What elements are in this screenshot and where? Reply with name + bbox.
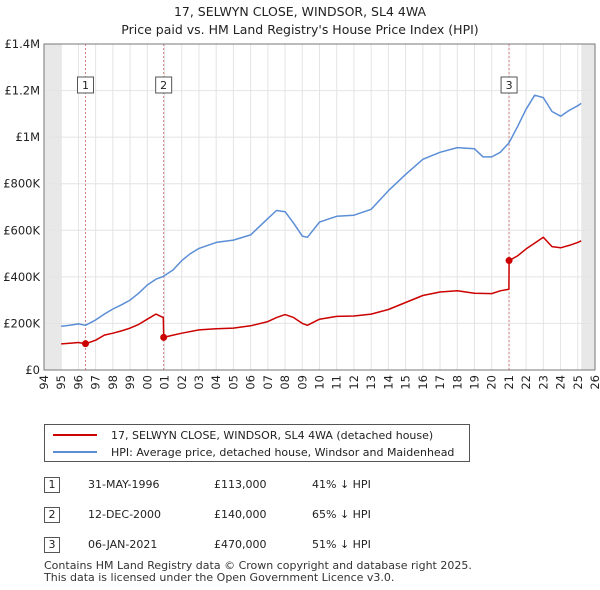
no-data-region-right [581,44,595,370]
x-tick-label: 2025 [571,375,585,390]
transaction-row: 2 12-DEC-2000 £140,000 65% ↓ HPI [0,506,600,528]
legend-swatch-property [53,434,97,436]
series-line-hpi [61,94,582,327]
legend-swatch-hpi [53,451,97,453]
y-tick-label: £1.2M [4,84,40,98]
x-tick-label: 2000 [140,375,154,390]
transaction-number: 1 [44,477,60,493]
legend-label-property: 17, SELWYN CLOSE, WINDSOR, SL4 4WA (deta… [111,428,434,442]
x-tick-label: 2017 [433,375,447,390]
transaction-date: 31-MAY-1996 [88,478,160,491]
chart-title: 17, SELWYN CLOSE, WINDSOR, SL4 4WA [174,4,427,19]
x-tick-label: 2023 [536,375,550,390]
x-tick-label: 2012 [347,375,361,390]
transaction-date: 12-DEC-2000 [88,508,162,521]
transaction-number: 3 [44,537,60,553]
x-tick-label: 2014 [381,375,395,390]
y-tick-label: £1M [15,130,40,144]
x-tick-label: 2020 [485,375,499,390]
x-tick-label: 2009 [295,375,309,390]
transaction-price: £140,000 [214,508,267,521]
sale-label-box [500,76,518,94]
x-tick-label: 2004 [209,375,223,390]
legend: 17, SELWYN CLOSE, WINDSOR, SL4 4WA (deta… [44,424,470,462]
sale-label: 2 [160,79,167,92]
x-tick-label: 2019 [467,375,481,390]
x-tick-label: 1996 [71,375,85,390]
x-tick-label: 1997 [89,375,103,390]
x-tick-label: 2006 [244,375,258,390]
x-tick-label: 2001 [158,375,172,390]
legend-item-hpi: HPI: Average price, detached house, Wind… [45,444,454,460]
sale-point [505,257,513,265]
x-tick-label: 1999 [123,375,137,390]
transaction-hpi-diff: 41% ↓ HPI [312,478,371,491]
x-tick-label: 2021 [502,375,516,390]
x-tick-label: 1998 [106,375,120,390]
legend-label-hpi: HPI: Average price, detached house, Wind… [111,445,455,459]
transaction-number: 2 [44,507,60,523]
x-tick-label: 1995 [54,375,68,390]
x-tick-label: 2011 [330,375,344,390]
x-tick-label: 2010 [313,375,327,390]
y-tick-label: £1.4M [4,37,40,51]
x-tick-label: 1994 [37,375,51,390]
sale-label: 3 [506,79,513,92]
price-chart: 17, SELWYN CLOSE, WINDSOR, SL4 4WA Price… [3,4,600,390]
x-tick-label: 2008 [278,375,292,390]
y-tick-label: £800K [3,177,40,191]
x-tick-label: 2024 [554,375,568,390]
transaction-price: £470,000 [214,538,267,551]
chart-subtitle: Price paid vs. HM Land Registry's House … [121,22,478,37]
sale-label-box [155,76,173,94]
x-tick-label: 2013 [364,375,378,390]
transaction-date: 06-JAN-2021 [88,538,158,551]
legend-item-property: 17, SELWYN CLOSE, WINDSOR, SL4 4WA (deta… [45,427,433,443]
sale-label: 1 [82,79,89,92]
x-tick-label: 2003 [192,375,206,390]
transaction-hpi-diff: 65% ↓ HPI [312,508,371,521]
y-tick-label: £600K [3,223,40,237]
transaction-hpi-diff: 51% ↓ HPI [312,538,371,551]
y-tick-label: £200K [3,316,40,330]
x-tick-label: 2002 [175,375,189,390]
transaction-row: 1 31-MAY-1996 £113,000 41% ↓ HPI [0,476,600,498]
x-tick-label: 2022 [519,375,533,390]
x-tick-label: 2005 [226,375,240,390]
footer-line-copyright: Contains HM Land Registry data © Crown c… [44,559,472,572]
sale-label-box [76,76,94,94]
sale-point [81,340,89,348]
no-data-region-left [44,44,62,370]
x-tick-label: 2016 [416,375,430,390]
x-tick-label: 2015 [399,375,413,390]
x-tick-label: 2018 [450,375,464,390]
x-tick-label: 2007 [261,375,275,390]
sale-point [160,333,168,341]
y-tick-label: £0 [25,363,40,377]
plot-frame [43,43,596,371]
series-line-property [61,236,582,345]
footer: Contains HM Land Registry data © Crown c… [44,560,472,584]
y-tick-label: £400K [3,270,40,284]
footer-line-licence: This data is licensed under the Open Gov… [44,571,395,584]
transaction-price: £113,000 [214,478,267,491]
transaction-row: 3 06-JAN-2021 £470,000 51% ↓ HPI [0,536,600,558]
x-tick-label: 2026 [588,375,600,390]
